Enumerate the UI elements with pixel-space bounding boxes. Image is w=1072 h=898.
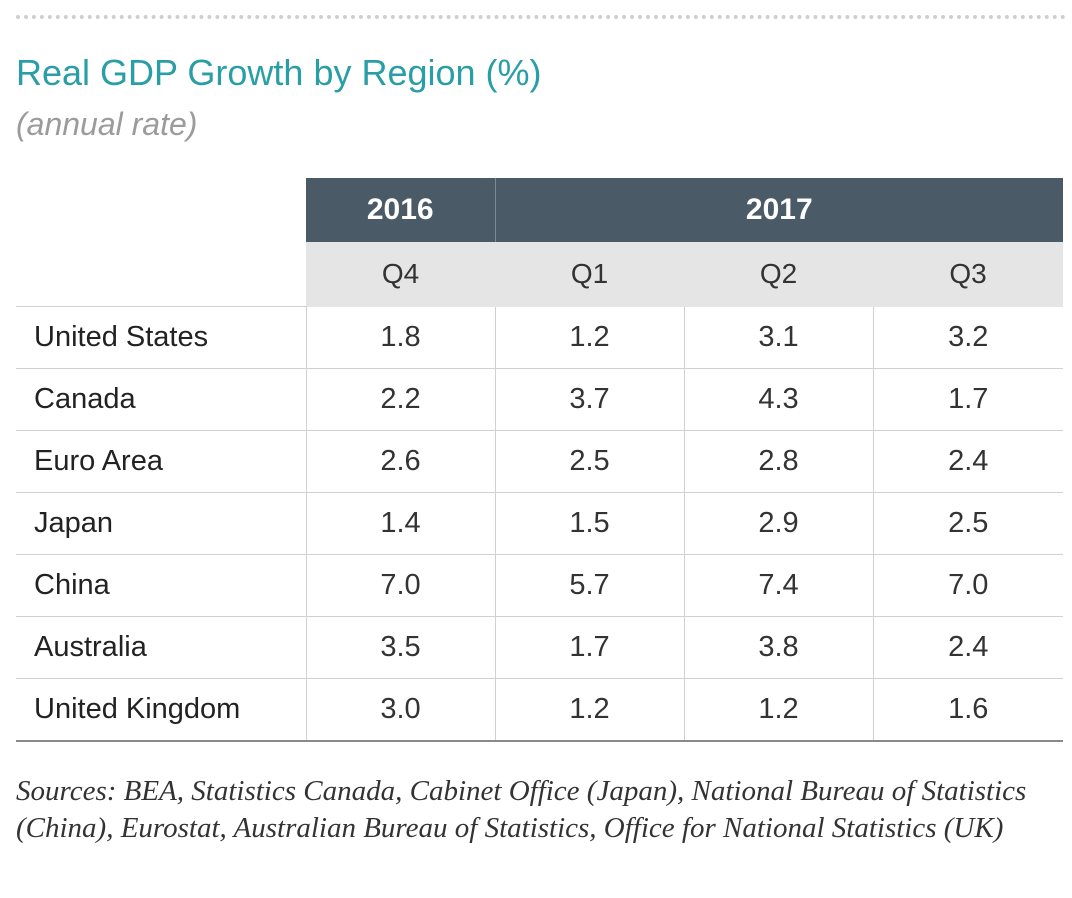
growth-value: 5.7 xyxy=(494,554,684,617)
quarter-header: Q3 xyxy=(873,242,1064,307)
growth-value: 7.0 xyxy=(305,554,495,617)
dotted-divider xyxy=(16,15,1066,19)
growth-value: 7.0 xyxy=(872,554,1064,617)
quarter-header: Q1 xyxy=(495,242,684,307)
region-label: United Kingdom xyxy=(16,678,306,742)
table-row: Japan 1.4 1.5 2.9 2.5 xyxy=(16,492,1064,555)
growth-value: 1.8 xyxy=(305,306,495,369)
table-subtitle: (annual rate) xyxy=(16,106,198,142)
sources-note: Sources: BEA, Statistics Canada, Cabinet… xyxy=(16,775,1027,844)
region-label: Canada xyxy=(16,368,306,431)
growth-value: 2.5 xyxy=(494,430,684,493)
growth-value: 4.3 xyxy=(683,368,873,431)
region-label: Japan xyxy=(16,492,306,555)
table-row: Euro Area 2.6 2.5 2.8 2.4 xyxy=(16,430,1064,493)
growth-value: 2.8 xyxy=(683,430,873,493)
growth-value: 3.8 xyxy=(683,616,873,679)
header-blank-cell xyxy=(16,178,306,242)
growth-value: 1.7 xyxy=(872,368,1064,431)
region-label: China xyxy=(16,554,306,617)
quarter-header: Q4 xyxy=(306,242,495,307)
growth-value: 1.5 xyxy=(494,492,684,555)
growth-value: 1.6 xyxy=(872,678,1064,742)
quarter-header-row: Q4 Q1 Q2 Q3 xyxy=(16,242,1064,307)
gdp-growth-table: 2016 2017 Q4 Q1 Q2 Q3 United States 1.8 … xyxy=(16,178,1064,742)
growth-value: 1.2 xyxy=(683,678,873,742)
growth-value: 3.0 xyxy=(305,678,495,742)
year-header-row: 2016 2017 xyxy=(16,178,1064,242)
table-row: United Kingdom 3.0 1.2 1.2 1.6 xyxy=(16,678,1064,742)
growth-value: 7.4 xyxy=(683,554,873,617)
quarter-header: Q2 xyxy=(684,242,873,307)
region-label: Australia xyxy=(16,616,306,679)
growth-value: 1.2 xyxy=(494,306,684,369)
growth-value: 3.1 xyxy=(683,306,873,369)
growth-value: 3.7 xyxy=(494,368,684,431)
growth-value: 2.2 xyxy=(305,368,495,431)
table-title: Real GDP Growth by Region (%) xyxy=(16,52,542,93)
year-header-2017: 2017 xyxy=(494,178,1064,242)
growth-value: 2.6 xyxy=(305,430,495,493)
table-row: China 7.0 5.7 7.4 7.0 xyxy=(16,554,1064,617)
year-header-2016: 2016 xyxy=(306,178,495,242)
table-row: Canada 2.2 3.7 4.3 1.7 xyxy=(16,368,1064,431)
quarter-blank-cell xyxy=(16,242,306,307)
growth-value: 1.2 xyxy=(494,678,684,742)
growth-value: 2.4 xyxy=(872,616,1064,679)
region-label: Euro Area xyxy=(16,430,306,493)
growth-value: 2.5 xyxy=(872,492,1064,555)
growth-value: 1.4 xyxy=(305,492,495,555)
growth-value: 1.7 xyxy=(494,616,684,679)
growth-value: 2.9 xyxy=(683,492,873,555)
growth-value: 3.2 xyxy=(872,306,1064,369)
region-label: United States xyxy=(16,306,306,369)
table-row: Australia 3.5 1.7 3.8 2.4 xyxy=(16,616,1064,679)
growth-value: 3.5 xyxy=(305,616,495,679)
growth-value: 2.4 xyxy=(872,430,1064,493)
table-row: United States 1.8 1.2 3.1 3.2 xyxy=(16,306,1064,369)
